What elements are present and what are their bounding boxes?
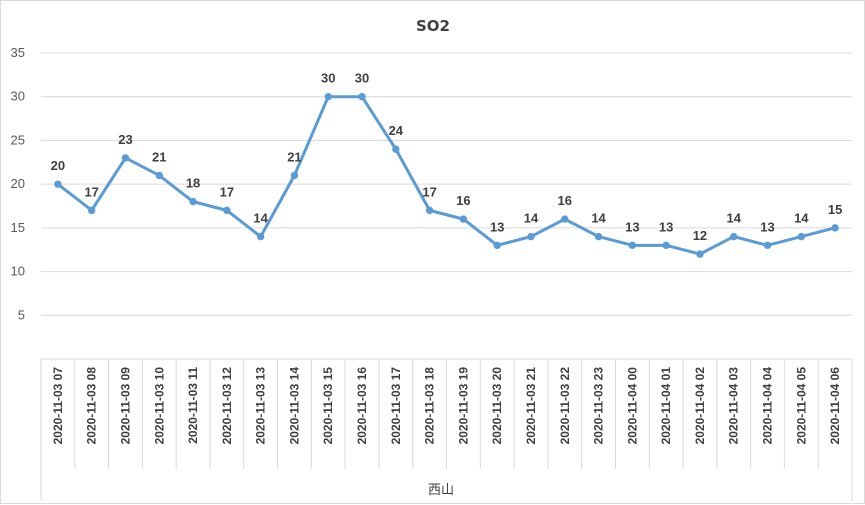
data-point xyxy=(797,232,806,241)
y-tick-label: 5 xyxy=(18,307,25,322)
x-tick-label: 2020-11-03 07 xyxy=(51,367,65,445)
data-point xyxy=(527,232,535,241)
x-tick-label: 2020-11-04 00 xyxy=(625,367,639,445)
data-label: 16 xyxy=(456,193,470,208)
data-point xyxy=(54,180,62,188)
data-label: 17 xyxy=(84,184,98,199)
data-point xyxy=(290,171,299,180)
data-label: 13 xyxy=(659,219,673,234)
data-point xyxy=(628,241,637,250)
data-labels: 20 17 23 21 18 17 14 21 30 30 24 17 16 13 14 16 14 13 13 12… xyxy=(51,71,843,243)
x-tick-label: 2020-11-04 03 xyxy=(727,367,741,445)
y-tick-label: 35 xyxy=(11,45,25,60)
x-tick-label: 2020-11-03 12 xyxy=(220,367,234,445)
data-point xyxy=(696,250,704,258)
data-label: 16 xyxy=(558,193,572,208)
series-line xyxy=(56,95,836,256)
data-point xyxy=(223,206,231,215)
data-point xyxy=(256,232,265,241)
x-tick-label: 2020-11-03 11 xyxy=(186,367,200,444)
x-tick-label: 2020-11-03 23 xyxy=(592,367,606,445)
x-tick-label: 2020-11-04 02 xyxy=(693,367,707,445)
data-label: 12 xyxy=(693,228,707,243)
data-point xyxy=(662,241,670,250)
y-tick-label: 20 xyxy=(11,176,25,191)
data-label: 13 xyxy=(760,219,774,234)
data-point xyxy=(87,206,96,215)
x-tick-label: 2020-11-03 15 xyxy=(321,367,335,445)
x-tick-label: 2020-11-03 22 xyxy=(558,367,572,445)
data-label: 30 xyxy=(321,71,335,86)
x-tick-label: 2020-11-03 16 xyxy=(355,367,369,445)
data-point xyxy=(425,206,434,215)
data-label: 17 xyxy=(422,184,436,199)
x-tick-label: 2020-11-03 10 xyxy=(152,367,166,445)
data-point xyxy=(358,93,366,101)
x-axis-category-area: 2020-11-03 07 2020-11-03 08 2020-11-03 09 2… xyxy=(40,358,853,501)
x-tick-label: 2020-11-03 21 xyxy=(524,367,538,445)
data-label: 23 xyxy=(118,132,132,147)
data-label: 18 xyxy=(186,176,200,191)
data-label: 14 xyxy=(726,211,741,226)
data-point xyxy=(831,224,839,232)
data-label: 17 xyxy=(220,184,234,199)
data-label: 21 xyxy=(287,149,301,164)
x-tick-label: 2020-11-03 13 xyxy=(254,367,268,445)
data-label: 24 xyxy=(389,123,404,138)
y-tick-label: 30 xyxy=(11,89,25,104)
data-label: 20 xyxy=(51,158,65,173)
gridlines xyxy=(41,52,852,316)
data-label: 13 xyxy=(625,219,639,234)
data-point xyxy=(155,171,163,180)
data-label: 14 xyxy=(524,211,539,226)
x-tick-label: 2020-11-04 05 xyxy=(794,367,808,445)
data-point xyxy=(493,241,501,250)
x-tick-label: 2020-11-03 20 xyxy=(490,367,504,445)
y-axis-ticks: 5 10 15 20 25 30 35 xyxy=(11,45,25,322)
data-point xyxy=(459,215,468,223)
x-tick-label: 2020-11-03 09 xyxy=(118,367,132,445)
data-label: 14 xyxy=(253,211,268,226)
x-tick-label: 2020-11-03 14 xyxy=(287,367,301,445)
data-label: 15 xyxy=(828,202,842,217)
data-point xyxy=(392,145,400,153)
data-points xyxy=(54,93,839,258)
data-label: 13 xyxy=(490,219,504,234)
data-label: 21 xyxy=(152,149,166,164)
data-point xyxy=(594,232,603,241)
data-point xyxy=(189,197,197,206)
data-point xyxy=(561,215,569,223)
y-tick-label: 15 xyxy=(11,220,25,235)
y-tick-label: 25 xyxy=(11,132,25,147)
x-tick-label: 2020-11-03 19 xyxy=(456,367,470,445)
x-tick-label: 2020-11-03 08 xyxy=(85,367,99,445)
x-tick-label: 2020-11-03 18 xyxy=(423,367,437,445)
x-tick-label: 2020-11-03 17 xyxy=(389,367,403,445)
data-point xyxy=(324,93,332,101)
x-tick-label: 2020-11-04 01 xyxy=(659,367,673,445)
data-label: 30 xyxy=(355,71,369,86)
y-tick-label: 10 xyxy=(11,264,25,279)
x-group-label: 西山 xyxy=(428,483,454,498)
data-point xyxy=(730,232,738,241)
data-label: 14 xyxy=(591,211,606,226)
data-label: 14 xyxy=(794,211,809,226)
x-tick-label: 2020-11-04 04 xyxy=(761,367,775,445)
data-point xyxy=(121,154,130,162)
data-point xyxy=(763,241,772,250)
chart-title: SO2 xyxy=(416,17,450,35)
x-tick-label: 2020-11-04 06 xyxy=(828,367,842,445)
